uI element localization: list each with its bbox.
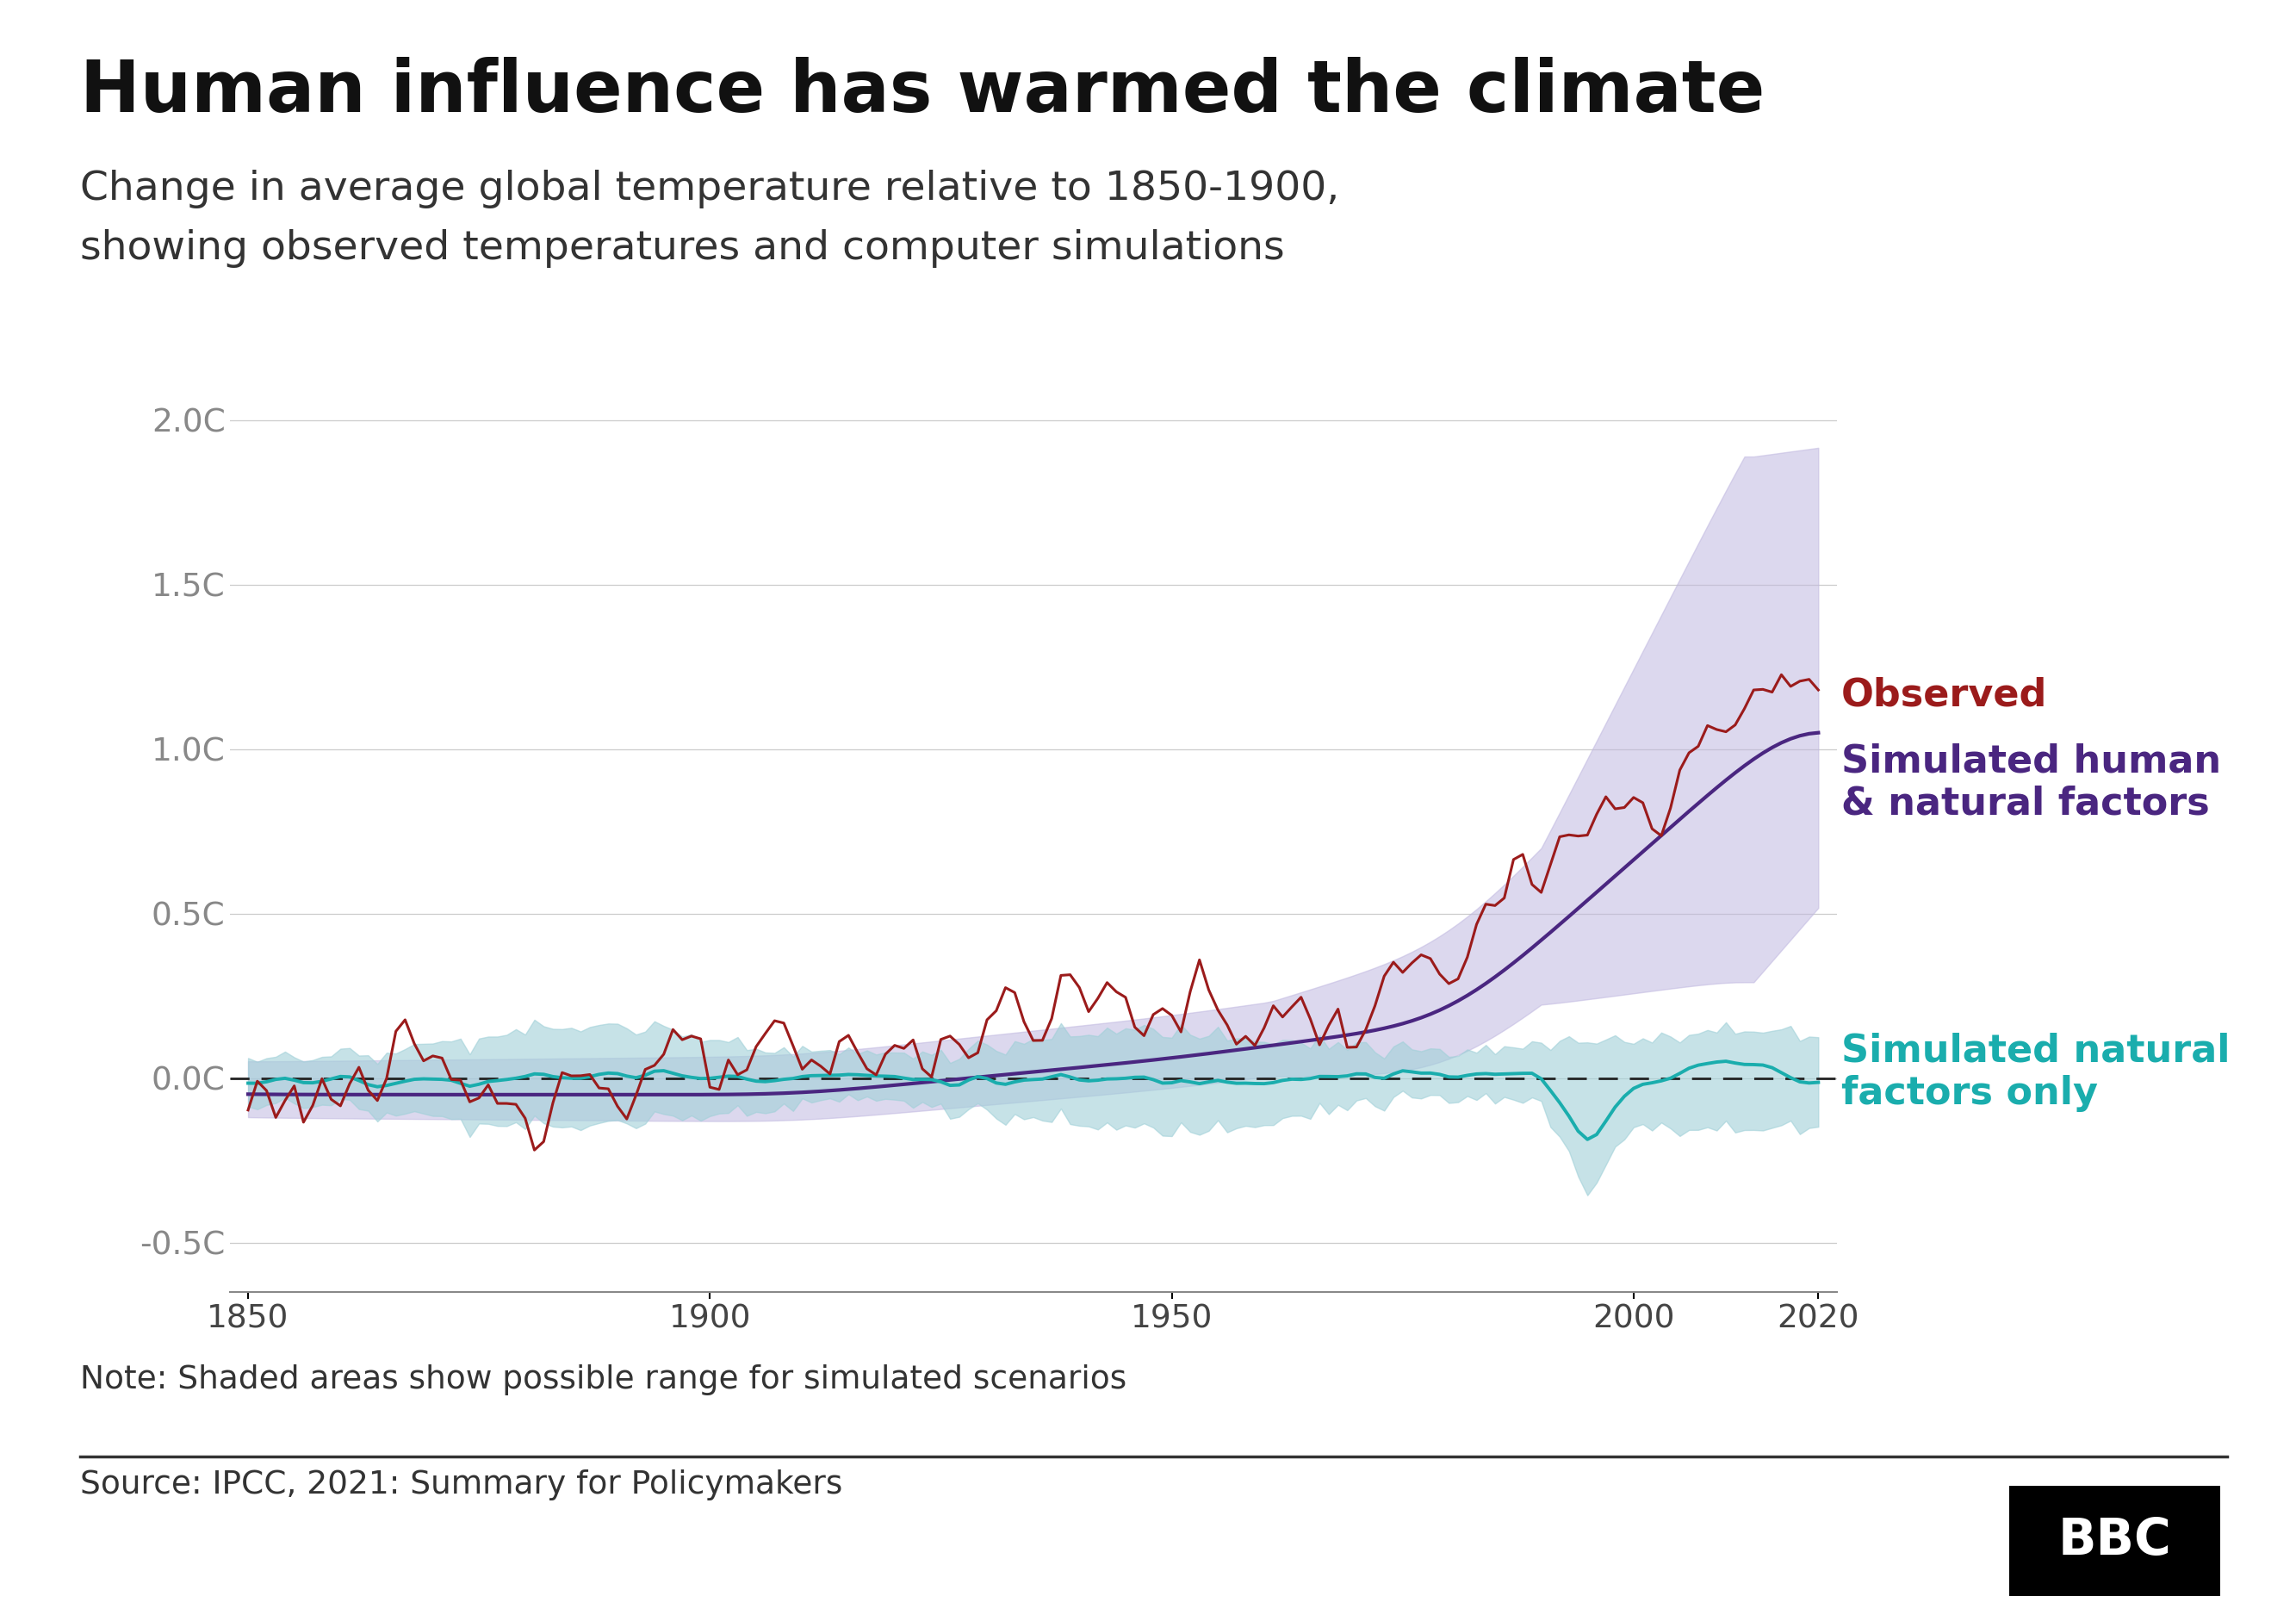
Text: BBC: BBC [2057,1516,2172,1565]
Text: showing observed temperatures and computer simulations: showing observed temperatures and comput… [80,229,1286,268]
Text: Change in average global temperature relative to 1850-1900,: Change in average global temperature rel… [80,170,1339,208]
Text: Simulated natural
factors only: Simulated natural factors only [1841,1032,2229,1113]
Text: Observed: Observed [1841,677,2048,714]
Text: Human influence has warmed the climate: Human influence has warmed the climate [80,57,1766,126]
Text: Simulated human
& natural factors: Simulated human & natural factors [1841,743,2220,822]
Text: Note: Shaded areas show possible range for simulated scenarios: Note: Shaded areas show possible range f… [80,1365,1127,1395]
Text: Source: IPCC, 2021: Summary for Policymakers: Source: IPCC, 2021: Summary for Policyma… [80,1470,843,1500]
